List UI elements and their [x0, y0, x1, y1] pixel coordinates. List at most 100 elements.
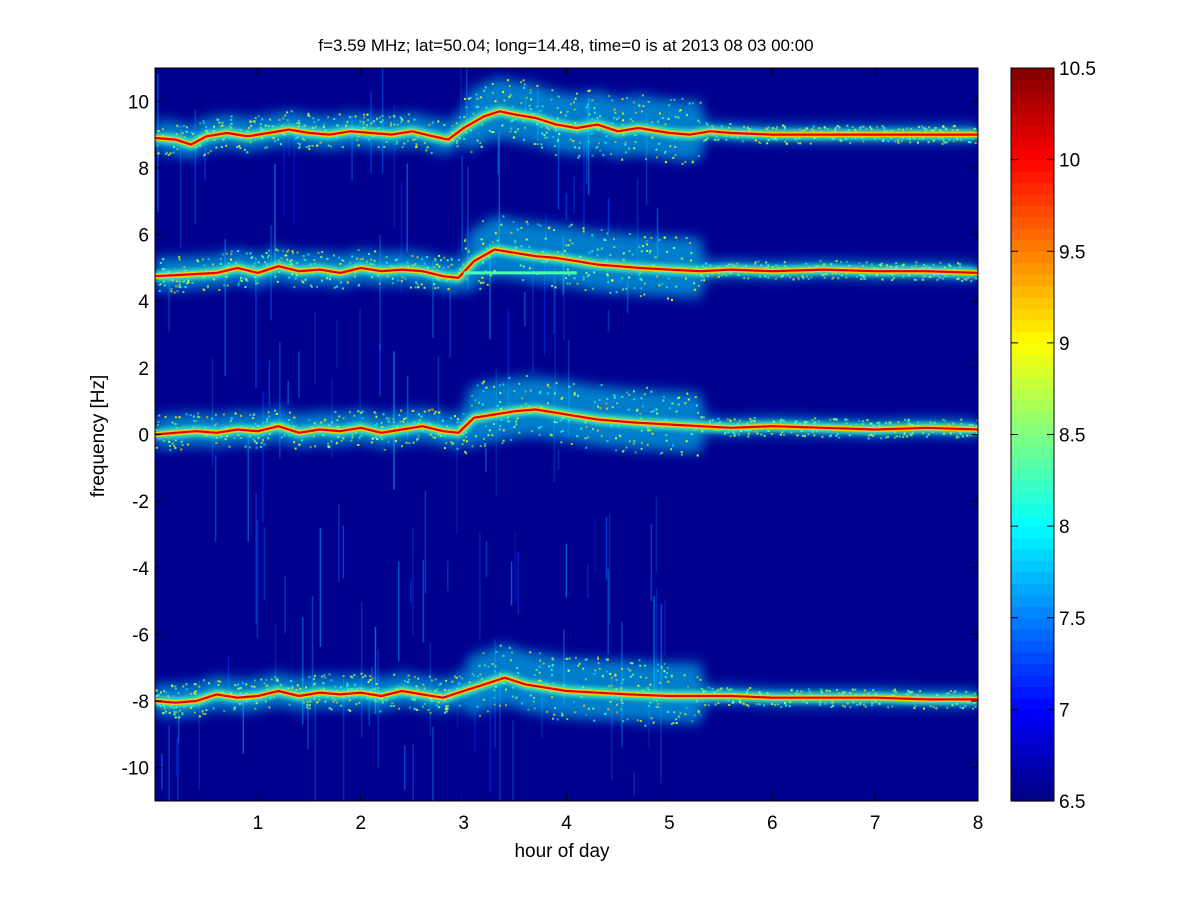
speckle: [292, 252, 294, 255]
speckle: [174, 447, 177, 449]
speckle: [634, 451, 637, 454]
noise-streak: [177, 736, 179, 801]
speckle: [716, 139, 719, 142]
colorbar-segment: [1011, 755, 1054, 768]
speckle: [291, 263, 293, 266]
speckle: [832, 704, 835, 707]
speckle: [177, 125, 180, 128]
speckle: [169, 152, 172, 155]
colorbar-tick-label: 7: [1059, 700, 1070, 721]
speckle: [669, 145, 672, 148]
speckle: [320, 256, 323, 259]
speckle: [528, 245, 531, 248]
speckle: [751, 419, 754, 422]
speckle: [174, 422, 177, 425]
speckle: [391, 702, 394, 705]
speckle: [681, 97, 684, 100]
speckle: [227, 262, 230, 265]
speckle: [176, 280, 178, 283]
speckle: [597, 405, 599, 408]
speckle: [541, 260, 544, 263]
speckle: [333, 118, 336, 120]
speckle: [222, 253, 225, 256]
speckle: [832, 276, 835, 279]
speckle: [283, 434, 286, 437]
speckle: [400, 121, 402, 124]
speckle: [675, 410, 678, 413]
speckle: [696, 454, 699, 457]
speckle: [433, 412, 436, 415]
speckle: [557, 95, 560, 98]
speckle: [728, 263, 731, 266]
speckle: [173, 711, 176, 714]
noise-streak: [406, 163, 408, 252]
speckle: [193, 691, 196, 694]
speckle: [685, 706, 688, 709]
speckle: [571, 242, 574, 245]
noise-streak: [194, 109, 197, 225]
speckle: [318, 698, 321, 701]
colorbar-segment: [1011, 560, 1054, 573]
speckle: [763, 704, 766, 707]
speckle: [205, 125, 208, 128]
speckle: [605, 402, 608, 405]
speckle: [335, 441, 338, 444]
speckle: [327, 446, 330, 449]
speckle: [974, 142, 977, 144]
speckle: [294, 137, 297, 140]
speckle: [451, 125, 454, 128]
speckle: [774, 703, 776, 706]
speckle: [770, 432, 773, 435]
speckle: [406, 681, 409, 684]
speckle: [348, 699, 351, 702]
speckle: [434, 259, 437, 262]
colorbar-segment: [1011, 159, 1054, 172]
speckle: [317, 251, 320, 254]
speckle: [465, 452, 468, 455]
speckle: [593, 271, 596, 274]
speckle: [862, 277, 865, 280]
speckle: [420, 415, 423, 418]
noise-streak: [565, 192, 568, 221]
speckle: [348, 411, 351, 414]
speckle: [191, 281, 194, 284]
speckle: [264, 146, 267, 149]
speckle: [765, 127, 768, 130]
speckle: [846, 124, 849, 127]
speckle: [641, 94, 644, 97]
speckle: [516, 666, 519, 669]
speckle: [184, 130, 187, 133]
speckle: [564, 114, 567, 117]
speckle: [573, 277, 576, 280]
speckle: [627, 408, 630, 411]
speckle: [203, 122, 206, 125]
speckle: [244, 286, 247, 288]
speckle: [906, 127, 909, 130]
speckle: [509, 94, 512, 97]
speckle: [956, 278, 959, 281]
speckle: [828, 690, 831, 692]
speckle: [798, 128, 801, 131]
speckle: [450, 257, 453, 260]
noise-streak: [368, 696, 370, 726]
colorbar-segment: [1011, 365, 1054, 378]
colorbar-segment: [1011, 216, 1054, 229]
noise-streak: [342, 679, 345, 801]
speckle: [833, 418, 836, 421]
speckle: [342, 417, 345, 420]
speckle: [591, 250, 594, 253]
speckle: [207, 286, 209, 289]
speckle: [267, 437, 270, 440]
speckle: [230, 258, 232, 261]
speckle: [586, 658, 589, 661]
speckle: [367, 253, 370, 255]
speckle: [291, 250, 294, 253]
speckle: [429, 711, 432, 714]
speckle: [884, 436, 887, 439]
speckle: [541, 146, 543, 149]
speckle: [373, 259, 376, 262]
noise-streak: [517, 551, 519, 615]
noise-streak: [485, 540, 488, 577]
